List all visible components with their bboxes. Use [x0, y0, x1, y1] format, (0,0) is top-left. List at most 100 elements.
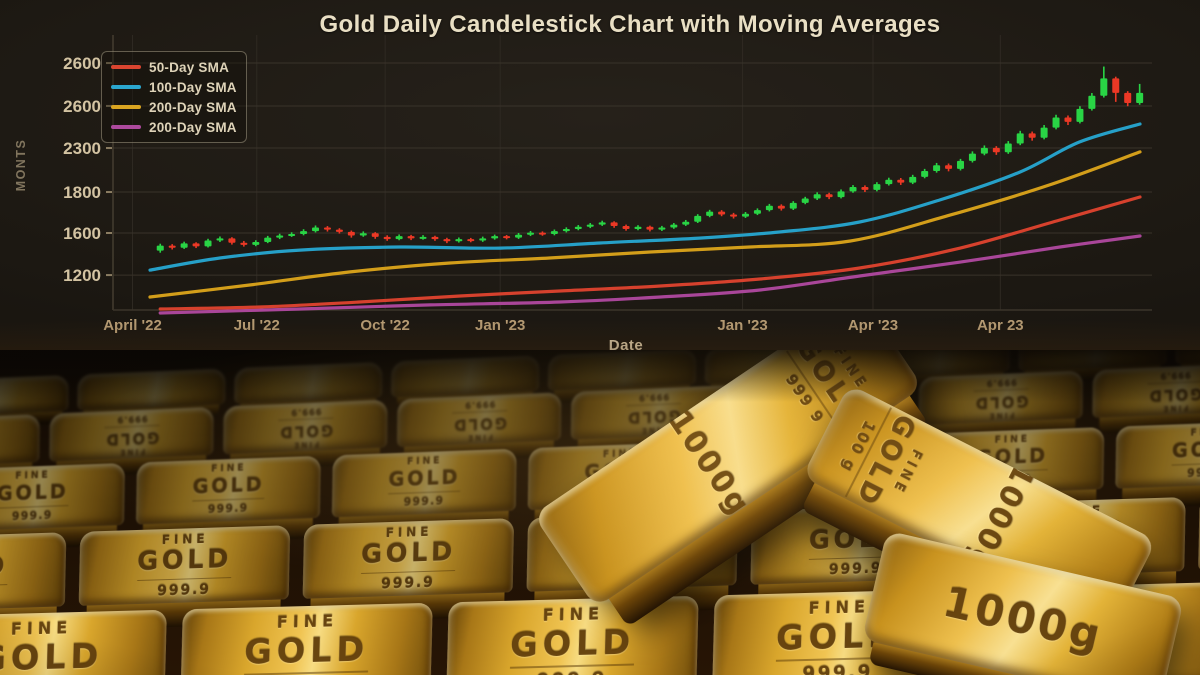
- stamp-purity-text: 999.9: [11, 508, 53, 524]
- candle-down: [610, 222, 618, 227]
- candle-down: [646, 226, 654, 230]
- y-axis-label: MONTS: [14, 138, 28, 192]
- legend-swatch-3: [111, 105, 141, 109]
- candle-up: [956, 160, 964, 169]
- candle-up: [1088, 95, 1096, 109]
- x-tick-label: April '22: [103, 317, 162, 334]
- candle-down: [730, 214, 738, 217]
- candle-up: [921, 171, 929, 177]
- sma-line-100-day-sma: [148, 122, 1142, 272]
- stamp-gold-text: GOLD: [973, 388, 1029, 412]
- candle-up: [849, 186, 857, 192]
- legend-item: 50-Day SMA: [111, 60, 237, 75]
- candle-down: [467, 239, 475, 242]
- gold-bars-scene: FINE GOLD 999.9 FINE GOLD 999.9 FINE GOLD 999.9 F…: [0, 350, 1200, 675]
- candle-up: [1040, 127, 1048, 138]
- x-tick-label: Jan '23: [717, 317, 767, 334]
- candle-down: [503, 236, 511, 239]
- candle-down: [335, 229, 343, 232]
- candle-up: [670, 224, 678, 228]
- stamp-gold-text: GOLD: [192, 473, 265, 502]
- candle-up: [682, 221, 690, 225]
- candle-up: [515, 234, 523, 238]
- y-tick-label: 1800: [63, 183, 101, 202]
- candle-up: [479, 238, 487, 241]
- candle-up: [765, 205, 773, 211]
- stamp-gold-text: GOLD: [104, 424, 160, 448]
- candle-up: [264, 237, 272, 242]
- legend-swatch-4: [111, 125, 141, 129]
- x-tick-label: Apr 23: [977, 317, 1024, 334]
- x-tick-label: Jan '23: [475, 317, 525, 334]
- candle-up: [550, 231, 558, 235]
- gold-bar-top-face: [391, 355, 540, 398]
- candle-up: [694, 215, 702, 222]
- legend-swatch-2: [111, 85, 141, 89]
- stamp-gold-text: GOLD: [452, 410, 507, 434]
- candle-up: [312, 227, 320, 232]
- candle-up: [753, 210, 761, 214]
- stamp-gold-text: GOLD: [0, 480, 69, 510]
- candle-up: [1004, 143, 1012, 153]
- candle-up: [1136, 92, 1144, 104]
- stamp-purity-text: 999.9: [463, 398, 495, 410]
- candle-down: [861, 186, 869, 190]
- stamp-purity-text: 999.9: [1187, 465, 1200, 481]
- candle-up: [789, 202, 797, 209]
- candlestick-plot: 2600 2600 2300 1800 1600 1200 April '22 Jul '22…: [63, 35, 1152, 334]
- candle-up: [419, 236, 427, 239]
- candle-down: [383, 236, 391, 240]
- candle-down: [323, 227, 331, 230]
- candle-up: [1076, 108, 1084, 122]
- stamp-purity-text: 999.9: [509, 669, 634, 675]
- candle-down: [825, 194, 833, 198]
- candle-up: [527, 232, 535, 235]
- candle-up: [909, 176, 917, 183]
- gold-bar-top-face: [234, 361, 383, 404]
- gold-bar-top-face: [77, 368, 226, 411]
- legend-swatch-1: [111, 65, 141, 69]
- stamp-purity-text: 999.9: [1159, 369, 1191, 381]
- candle-down: [407, 236, 415, 239]
- candle-up: [837, 191, 845, 198]
- stamp-gold-text: GOLD: [1147, 380, 1200, 404]
- stamp-purity-text: 999.9: [637, 391, 669, 403]
- candle-up: [706, 211, 714, 216]
- candle-down: [431, 236, 439, 240]
- featured-stamp-holder: 1000g: [939, 577, 1108, 661]
- candle-up: [885, 179, 893, 185]
- candle-down: [945, 165, 953, 169]
- candle-down: [1028, 133, 1036, 138]
- stamp-purity-text: 999.9: [156, 581, 211, 600]
- sma-line-50-day-sma: [158, 195, 1142, 311]
- candle-up: [252, 241, 260, 245]
- candle-up: [300, 231, 308, 235]
- candle-down: [228, 238, 236, 243]
- candle-down: [1112, 78, 1120, 93]
- candle-up: [873, 184, 881, 190]
- candle-up: [455, 239, 463, 242]
- legend-label: 50-Day SMA: [149, 59, 230, 75]
- candle-up: [204, 240, 212, 247]
- y-tick-label: 2600: [63, 54, 101, 73]
- candle-down: [777, 205, 785, 209]
- stamp-purity-text: 999.9: [985, 376, 1017, 389]
- candle-up: [968, 153, 976, 161]
- x-axis-label: Date: [608, 337, 644, 354]
- chart-panel: 2600 2600 2300 1800 1600 1200 April '22 Jul '22…: [0, 0, 1200, 360]
- y-tick-label: 2600: [63, 97, 101, 116]
- stamp-gold-text: GOLD: [136, 544, 232, 581]
